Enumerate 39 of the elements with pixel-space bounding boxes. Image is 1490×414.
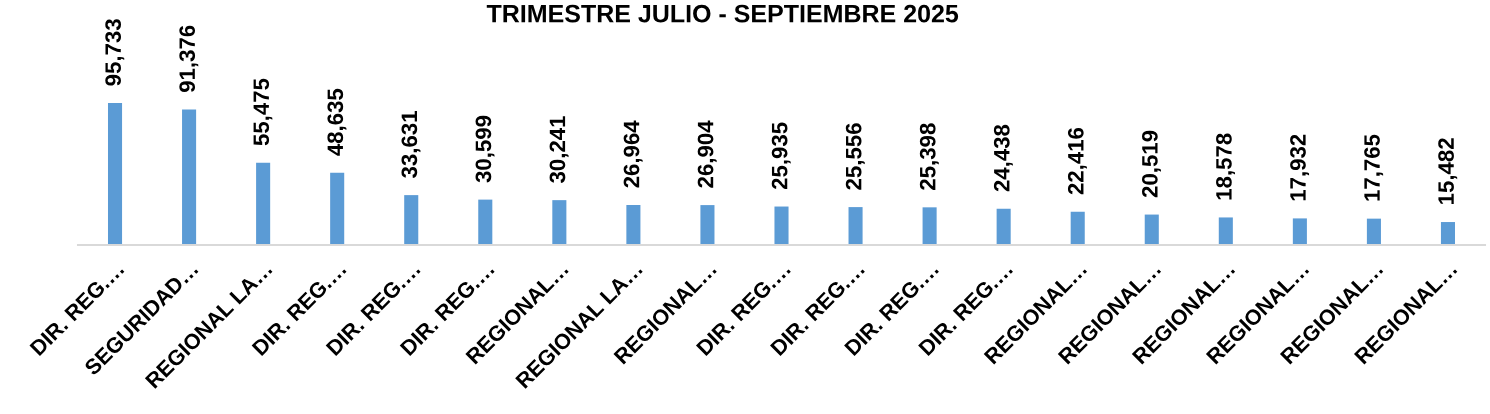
- bar: [1144, 214, 1159, 245]
- bar: [330, 172, 345, 245]
- bar: [1292, 218, 1307, 245]
- bar: [626, 205, 641, 245]
- bar: [256, 162, 271, 245]
- bar: [404, 195, 419, 245]
- bar: [1070, 211, 1085, 245]
- data-label: 30,599: [475, 115, 495, 183]
- data-label: 26,904: [697, 120, 717, 188]
- chart-title: TRIMESTRE JULIO - SEPTIEMBRE 2025: [486, 4, 959, 23]
- bar: [848, 207, 863, 245]
- data-label: 24,438: [993, 124, 1013, 192]
- data-label: 18,578: [1216, 133, 1235, 200]
- bar: [552, 200, 567, 245]
- data-label: 17,765: [1364, 134, 1384, 201]
- data-label: 55,475: [253, 78, 273, 146]
- bar: [774, 206, 789, 245]
- bar: [996, 208, 1011, 245]
- data-label: 95,733: [105, 19, 125, 86]
- data-label: 33,631: [401, 111, 421, 178]
- data-label: 17,932: [1290, 134, 1310, 201]
- data-label: 25,935: [771, 122, 791, 190]
- data-label: 25,556: [845, 123, 865, 190]
- bar: [182, 109, 197, 245]
- bar: [478, 199, 493, 245]
- bar: [107, 103, 123, 245]
- bar: [1218, 217, 1233, 245]
- data-label: 30,241: [549, 116, 569, 183]
- bar: [700, 205, 715, 245]
- bar: [922, 207, 937, 245]
- bar: [1366, 218, 1381, 245]
- data-label: 22,416: [1067, 127, 1087, 195]
- bar: [1440, 222, 1456, 245]
- data-label: 25,398: [919, 123, 939, 190]
- data-label: 26,964: [623, 120, 643, 188]
- data-label: 20,519: [1141, 130, 1161, 198]
- data-label: 91,376: [179, 25, 199, 93]
- data-label: 15,482: [1438, 138, 1458, 204]
- data-label: 48,635: [327, 88, 347, 156]
